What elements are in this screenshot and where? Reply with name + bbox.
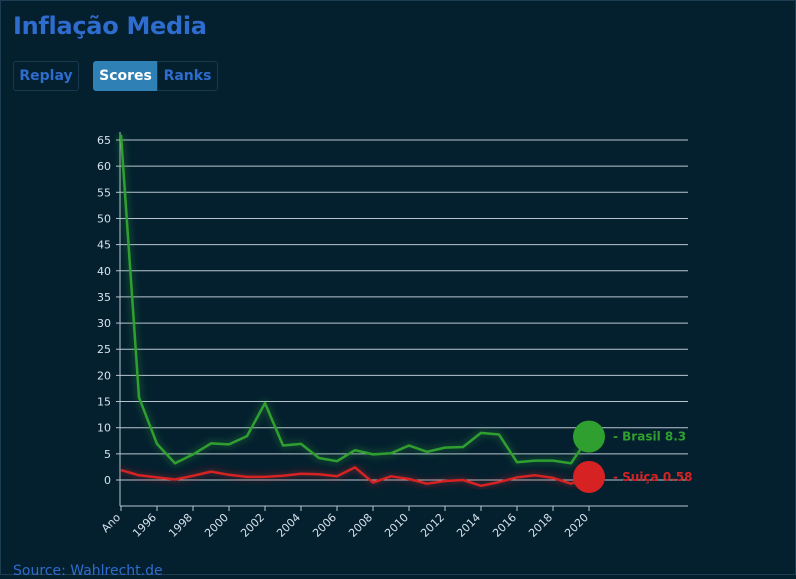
y-tick-label-40: 40 — [97, 265, 111, 278]
x-tick-label-2020: 2020 — [562, 511, 591, 540]
source-link[interactable]: Source: Wahlrecht.de — [13, 563, 163, 579]
series-line-brasil — [119, 134, 591, 465]
x-tick-label-2010: 2010 — [382, 511, 411, 540]
y-tick-label-65: 65 — [97, 134, 111, 147]
x-tick-label-2006: 2006 — [310, 511, 339, 540]
x-tick-label-2012: 2012 — [418, 511, 447, 540]
page-title: Inflação Media — [13, 12, 207, 40]
series-glow-brasil — [117, 134, 593, 468]
x-tick-label-2000: 2000 — [202, 511, 231, 540]
end-labels: - Brasil 8.3 - Suiça 0.58 — [573, 420, 692, 493]
y-tick-label-45: 45 — [97, 239, 111, 252]
scores-tab[interactable]: Scores — [93, 61, 158, 91]
y-tick-label-10: 10 — [97, 422, 111, 435]
end-marker-sui-a — [573, 460, 605, 493]
y-tick-label-35: 35 — [97, 291, 111, 304]
x-axis: Ano 1996 1998 2000 2002 2004 2006 2008 2010 2012 2… — [99, 505, 688, 540]
x-tick-label-2014: 2014 — [454, 511, 483, 540]
y-tick-label-0: 0 — [104, 474, 111, 487]
y-tick-label-60: 60 — [97, 160, 111, 173]
end-label-brasil: - Brasil 8.3 — [613, 430, 686, 444]
x-tick-label-2016: 2016 — [490, 511, 519, 540]
y-tick-label-25: 25 — [97, 343, 111, 356]
y-tick-label-5: 5 — [104, 448, 111, 461]
series-line-sui-a — [120, 466, 590, 488]
grid-lines — [120, 139, 688, 481]
end-marker-brasil — [573, 420, 605, 453]
x-tick-label-1998: 1998 — [166, 511, 195, 540]
y-tick-label-50: 50 — [97, 212, 111, 225]
x-tick-label-2002: 2002 — [238, 511, 267, 540]
x-tick-label-1996: 1996 — [130, 511, 159, 540]
end-label-sui-a: - Suiça 0.58 — [613, 470, 692, 484]
ranks-tab[interactable]: Ranks — [157, 61, 218, 91]
y-axis: 0 5 10 15 20 25 30 35 40 45 50 55 60 65 — [97, 132, 121, 506]
y-tick-label-30: 30 — [97, 317, 111, 330]
x-tick-label-2018: 2018 — [526, 511, 555, 540]
y-tick-label-20: 20 — [97, 369, 111, 382]
y-tick-label-15: 15 — [97, 396, 111, 409]
x-tick-label-2004: 2004 — [274, 511, 303, 540]
series-lines — [117, 134, 593, 490]
x-tick-label-2008: 2008 — [346, 511, 375, 540]
x-tick-label-Ano: Ano — [99, 511, 123, 535]
y-tick-label-55: 55 — [97, 186, 111, 199]
replay-button[interactable]: Replay — [13, 61, 79, 91]
